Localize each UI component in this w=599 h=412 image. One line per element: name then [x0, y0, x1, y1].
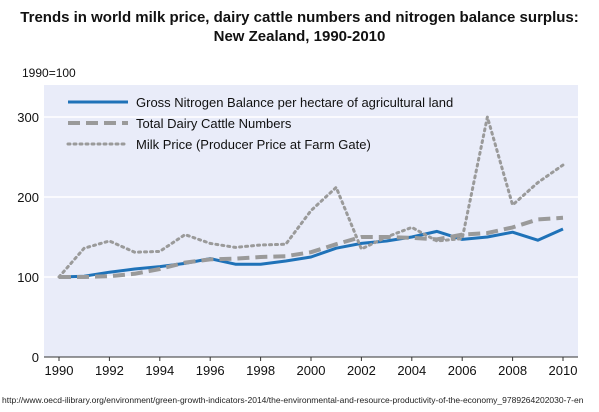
y-axis-unit-label: 1990=100	[22, 66, 76, 80]
x-tick-label: 1998	[246, 363, 275, 378]
chart-title: Trends in world milk price, dairy cattle…	[20, 9, 579, 26]
y-tick-label: 100	[17, 270, 39, 285]
source-url: http://www.oecd-ilibrary.org/environment…	[2, 395, 584, 405]
chart-subtitle: New Zealand, 1990-2010	[213, 28, 386, 45]
y-tick-label: 300	[17, 110, 39, 125]
plot-area	[44, 85, 578, 357]
series-line-3	[57, 115, 565, 279]
x-tick-label: 2000	[297, 363, 326, 378]
x-tick-label: 2006	[448, 363, 477, 378]
series-line-1	[58, 227, 564, 279]
x-tick-label: 2010	[549, 363, 578, 378]
x-tick-label: 1994	[145, 363, 174, 378]
y-tick-label: 200	[17, 190, 39, 205]
x-tick-label: 2008	[498, 363, 527, 378]
x-tick-label: 1992	[95, 363, 124, 378]
legend-label-3: Milk Price (Producer Price at Farm Gate)	[136, 137, 371, 152]
legend-label-2: Total Dairy Cattle Numbers	[136, 116, 292, 131]
x-tick-label: 1990	[45, 363, 74, 378]
x-tick-label: 1996	[196, 363, 225, 378]
x-tick-label: 2004	[397, 363, 426, 378]
legend-label-1: Gross Nitrogen Balance per hectare of ag…	[136, 95, 453, 110]
x-tick-label: 2002	[347, 363, 376, 378]
y-tick-label: 0	[32, 350, 39, 365]
series-line-2	[59, 215, 564, 279]
